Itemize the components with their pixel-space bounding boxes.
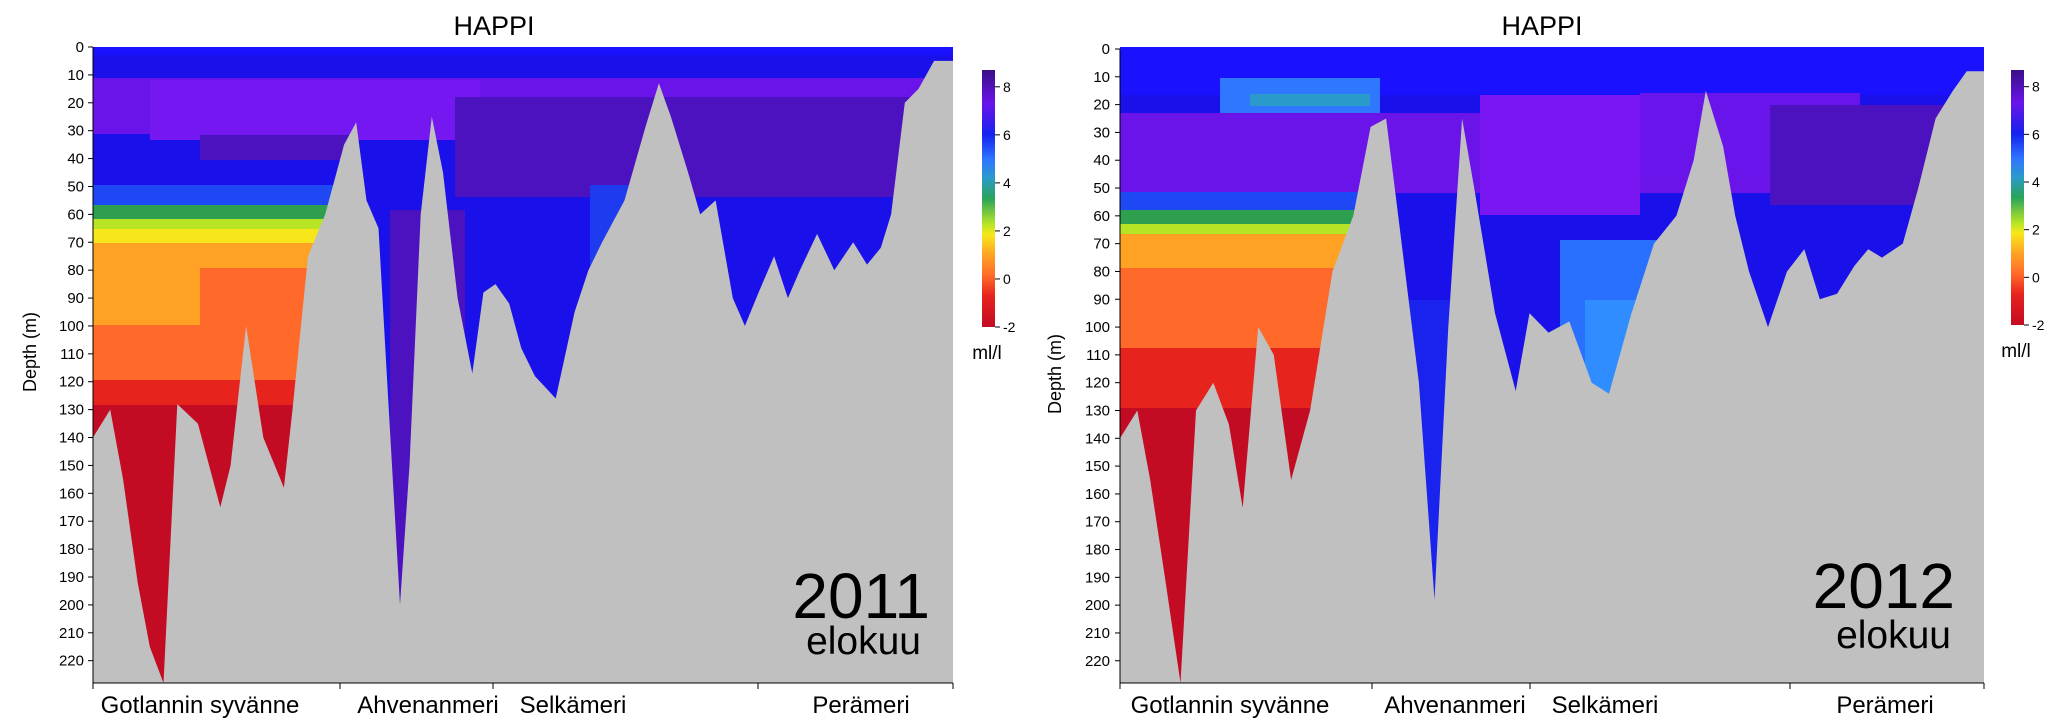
colorbar-tick-label: 6 xyxy=(2032,126,2040,142)
y-tick-label: 40 xyxy=(1093,152,1110,169)
y-tick-label: 120 xyxy=(1085,375,1110,392)
oxygen-section-chart-2011: HAPPI Depth (m) xyxy=(20,11,1016,719)
colorbar-scale xyxy=(2011,70,2024,325)
y-tick-label: 210 xyxy=(59,625,84,642)
y-tick-label: 200 xyxy=(59,597,84,614)
y-tick-label: 50 xyxy=(1093,180,1110,197)
colorbar: 8 6 4 2 0 -2ml/l xyxy=(2001,70,2045,362)
y-axis-label: Depth (m) xyxy=(1045,334,1065,414)
seabed-profile xyxy=(1120,71,1984,683)
x-region-label: Perämeri xyxy=(812,692,909,719)
y-tick-label: 150 xyxy=(1085,458,1110,475)
y-tick-label: 120 xyxy=(59,374,84,391)
y-tick-label: 170 xyxy=(59,513,84,530)
x-region-label: Selkämeri xyxy=(1552,692,1659,719)
y-tick-label: 160 xyxy=(59,485,84,502)
colorbar-tick-label: 0 xyxy=(2032,269,2040,285)
y-tick-label: 160 xyxy=(1085,486,1110,503)
y-tick-label: 20 xyxy=(1093,97,1110,114)
month-label: elokuu xyxy=(806,620,921,663)
colorbar-tick-label: 2 xyxy=(2032,222,2040,238)
colorbar-unit: ml/l xyxy=(2001,341,2031,362)
y-tick-label: 80 xyxy=(67,262,84,279)
y-tick-label: 220 xyxy=(59,653,84,670)
colorbar-tick-label: 8 xyxy=(1003,79,1011,95)
x-region-label: Ahvenanmeri xyxy=(357,692,498,719)
y-tick-label: 30 xyxy=(1093,124,1110,141)
chart-title: HAPPI xyxy=(1501,11,1582,41)
x-axis-regions: Gotlannin syvänne Ahvenanmeri Selkämeri Per… xyxy=(92,682,954,719)
y-tick-label: 190 xyxy=(59,569,84,586)
y-tick-label: 20 xyxy=(67,95,84,112)
y-tick-label: 0 xyxy=(76,39,84,56)
y-tick-label: 130 xyxy=(1085,402,1110,419)
colorbar: 8 6 4 2 0 -2ml/l xyxy=(972,70,1016,364)
colorbar-tick-label: 8 xyxy=(2032,79,2040,95)
y-tick-label: 10 xyxy=(67,67,84,84)
y-tick-label: 130 xyxy=(59,402,84,419)
y-tick-label: 60 xyxy=(1093,208,1110,225)
month-label: elokuu xyxy=(1836,614,1951,657)
x-region-label: Selkämeri xyxy=(520,692,627,719)
y-tick-label: 30 xyxy=(67,123,84,140)
colorbar-tick-label: 0 xyxy=(1003,271,1011,287)
y-tick-label: 0 xyxy=(1102,41,1110,58)
y-tick-label: 90 xyxy=(1093,291,1110,308)
y-tick-label: 100 xyxy=(59,318,84,335)
y-tick-label: 70 xyxy=(67,234,84,251)
colorbar-scale xyxy=(982,70,995,327)
y-tick-label: 10 xyxy=(1093,69,1110,86)
y-tick-label: 150 xyxy=(59,457,84,474)
y-tick-label: 200 xyxy=(1085,597,1110,614)
y-axis: 0 10 20 30 40 50 60 70 80 90 100 110 120 130 140 150 160… xyxy=(1085,41,1121,683)
colorbar-tick-label: 2 xyxy=(1003,223,1011,239)
y-tick-label: 140 xyxy=(1085,430,1110,447)
y-tick-label: 220 xyxy=(1085,653,1110,670)
x-region-label: Perämeri xyxy=(1836,692,1933,719)
y-tick-label: 90 xyxy=(67,290,84,307)
colorbar-tick-label: -2 xyxy=(1003,319,1016,335)
y-tick-label: 100 xyxy=(1085,319,1110,336)
y-tick-label: 170 xyxy=(1085,514,1110,531)
y-axis-label: Depth (m) xyxy=(20,312,40,392)
oxygen-section-chart-2012: HAPPI Depth (m) xyxy=(1045,11,2045,719)
y-tick-label: 140 xyxy=(59,430,84,447)
colorbar-tick-label: 4 xyxy=(2032,174,2040,190)
y-tick-label: 180 xyxy=(1085,542,1110,559)
x-region-label: Gotlannin syvänne xyxy=(1131,692,1330,719)
y-tick-label: 110 xyxy=(1086,347,1110,364)
y-tick-label: 110 xyxy=(60,346,84,363)
y-tick-label: 60 xyxy=(67,206,84,223)
y-tick-label: 80 xyxy=(1093,263,1110,280)
y-tick-label: 70 xyxy=(1093,236,1110,253)
seabed-profile xyxy=(93,60,953,683)
colorbar-tick-label: -2 xyxy=(2032,317,2045,333)
year-label: 2012 xyxy=(1813,550,1955,622)
x-region-label: Gotlannin syvänne xyxy=(101,692,300,719)
y-axis: 0 10 20 30 40 50 60 70 80 90 100 110 120 130 140 150 160… xyxy=(59,39,94,683)
y-tick-label: 180 xyxy=(59,541,84,558)
x-region-label: Ahvenanmeri xyxy=(1384,692,1525,719)
x-axis-regions: Gotlannin syvänne Ahvenanmeri Selkämeri Per… xyxy=(1119,682,1985,719)
y-tick-label: 50 xyxy=(67,178,84,195)
colorbar-unit: ml/l xyxy=(972,343,1002,364)
colorbar-tick-label: 4 xyxy=(1003,175,1011,191)
chart-title: HAPPI xyxy=(453,11,534,41)
y-tick-label: 190 xyxy=(1085,569,1110,586)
year-label: 2011 xyxy=(792,560,930,632)
y-tick-label: 40 xyxy=(67,151,84,168)
y-tick-label: 210 xyxy=(1085,625,1110,642)
colorbar-tick-label: 6 xyxy=(1003,127,1011,143)
